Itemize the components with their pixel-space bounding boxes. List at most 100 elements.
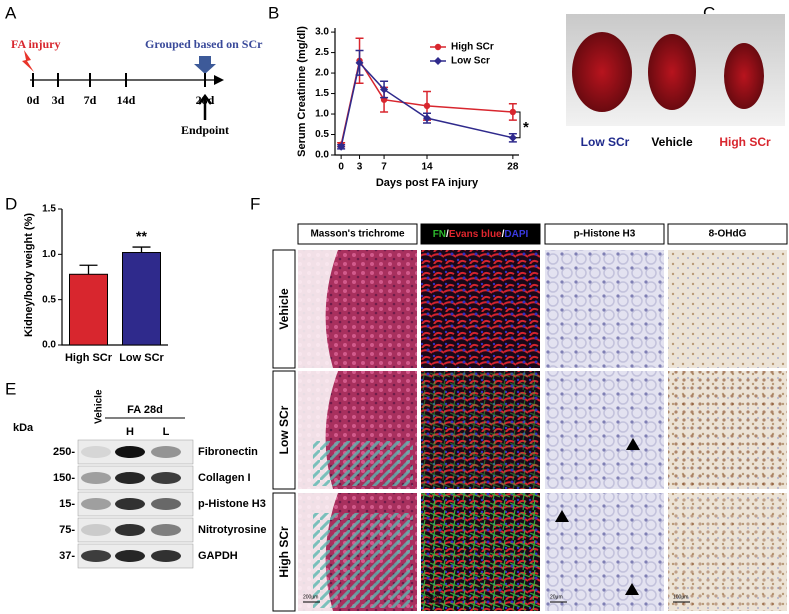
- error-bar: [132, 246, 151, 253]
- legend-marker: [434, 57, 442, 65]
- y-tick-label: 1.0: [315, 109, 329, 120]
- arrowhead: [626, 438, 640, 450]
- row-box: [272, 249, 296, 369]
- scale-label: 50μm: [426, 594, 439, 600]
- down-arrow: [194, 56, 216, 74]
- band: [151, 446, 181, 458]
- y-tick-label: 1.5: [315, 88, 329, 99]
- y-tick-label: 0.0: [42, 340, 56, 351]
- timeline-arrow: [214, 75, 224, 85]
- lane-label: L: [163, 426, 170, 438]
- panel-label: E: [5, 379, 16, 398]
- band: [151, 472, 181, 484]
- injury-label: FA injury: [11, 37, 60, 51]
- fibrosis: [313, 441, 413, 486]
- header-label: Masson's trichrome: [310, 229, 405, 240]
- kda-marker: 250-: [53, 446, 75, 458]
- arrowhead: [625, 583, 639, 595]
- x-tick-label: 14: [421, 162, 433, 173]
- band: [151, 498, 181, 510]
- tissue-edge: [298, 371, 338, 489]
- row-box: [272, 370, 296, 490]
- group-label: FA 28d: [127, 404, 163, 416]
- point: [423, 102, 431, 110]
- up-arrow: [198, 93, 212, 120]
- kda-marker: 15-: [59, 498, 75, 510]
- panel-label: B: [268, 3, 279, 22]
- point: [337, 142, 346, 151]
- ohdg-signal: [668, 493, 787, 611]
- x-tick-label: 0: [338, 162, 344, 173]
- day-label: 14d: [117, 93, 136, 107]
- band: [115, 446, 145, 458]
- legend-label: Low Scr: [451, 56, 490, 67]
- charts: 0.0 0.5 1.0 1.5 2.0 2.5 3.0 0 3 7 14 28 Days post FA…: [23, 26, 529, 364]
- legend-marker: [434, 43, 442, 51]
- scale-label: 20μm: [550, 594, 563, 600]
- y-tick-label: 2.0: [315, 68, 329, 79]
- y-tick-label: 3.0: [315, 27, 329, 38]
- ohdg-signal: [668, 371, 787, 489]
- x-tick-label: High SCr: [65, 352, 113, 364]
- protein-label: Nitrotyrosine: [198, 524, 266, 536]
- band: [151, 550, 181, 562]
- micrograph: [545, 250, 664, 368]
- tissue-edge: [298, 250, 338, 368]
- header-box: [667, 223, 788, 245]
- panel-label: D: [5, 194, 17, 213]
- x-tick-label: 3: [357, 162, 363, 173]
- micrograph: [545, 493, 664, 611]
- point: [355, 58, 364, 67]
- significance-label: *: [523, 119, 529, 136]
- grouping-label: Grouped based on SCr: [145, 37, 263, 51]
- band: [151, 524, 181, 536]
- header-part: /: [502, 229, 505, 240]
- kidney-photo: Low SCr Vehicle High SCr: [566, 14, 785, 149]
- row-label: High SCr: [277, 526, 291, 578]
- kidney: [648, 34, 696, 110]
- significance-label: **: [136, 228, 147, 244]
- protein-label: Fibronectin: [198, 446, 258, 458]
- header-part: Evans blue: [449, 229, 502, 240]
- x-tick-label: 28: [507, 162, 519, 173]
- kda-marker: 37-: [59, 550, 75, 562]
- fn-signal: [421, 371, 540, 489]
- lightning-icon: [22, 50, 34, 72]
- kda-marker: 75-: [59, 524, 75, 536]
- x-tick-label: 7: [381, 162, 387, 173]
- band: [81, 498, 111, 510]
- micrograph: [668, 250, 787, 368]
- western-blot: kDa Vehicle FA 28d H L 250- Fibronectin 150- Col…: [13, 389, 266, 569]
- header-part: /: [446, 229, 449, 240]
- band: [81, 472, 111, 484]
- significance-bracket: [516, 111, 521, 139]
- day-label: 7d: [84, 93, 97, 107]
- header-box: [544, 223, 665, 245]
- fn-signal: [421, 493, 540, 611]
- band: [115, 472, 145, 484]
- error-bar: [79, 264, 98, 275]
- day-label: 0d: [27, 93, 40, 107]
- kidney: [572, 32, 632, 112]
- band: [115, 498, 145, 510]
- header-label: FN/Evans blue/DAPI: [433, 229, 529, 240]
- endpoint-label: Endpoint: [181, 123, 229, 137]
- protein-label: p-Histone H3: [198, 498, 266, 510]
- band: [115, 524, 145, 536]
- kda-label: kDa: [13, 422, 34, 434]
- arrowhead: [555, 510, 569, 522]
- fibrosis: [313, 513, 413, 608]
- protein-label: GAPDH: [198, 550, 238, 562]
- y-tick-label: 0.5: [42, 294, 56, 305]
- timeline: FA injury Grouped based on SCr Endpoint …: [11, 37, 263, 137]
- header-part: FN: [433, 229, 446, 240]
- scale-label: 200μm: [303, 594, 318, 600]
- y-tick-label: 1.0: [42, 249, 56, 260]
- day-label: 28d: [196, 93, 215, 107]
- band: [81, 446, 111, 458]
- micrograph: [545, 371, 664, 489]
- panel-label: F: [250, 194, 260, 213]
- y-tick-label: 0.5: [315, 129, 329, 140]
